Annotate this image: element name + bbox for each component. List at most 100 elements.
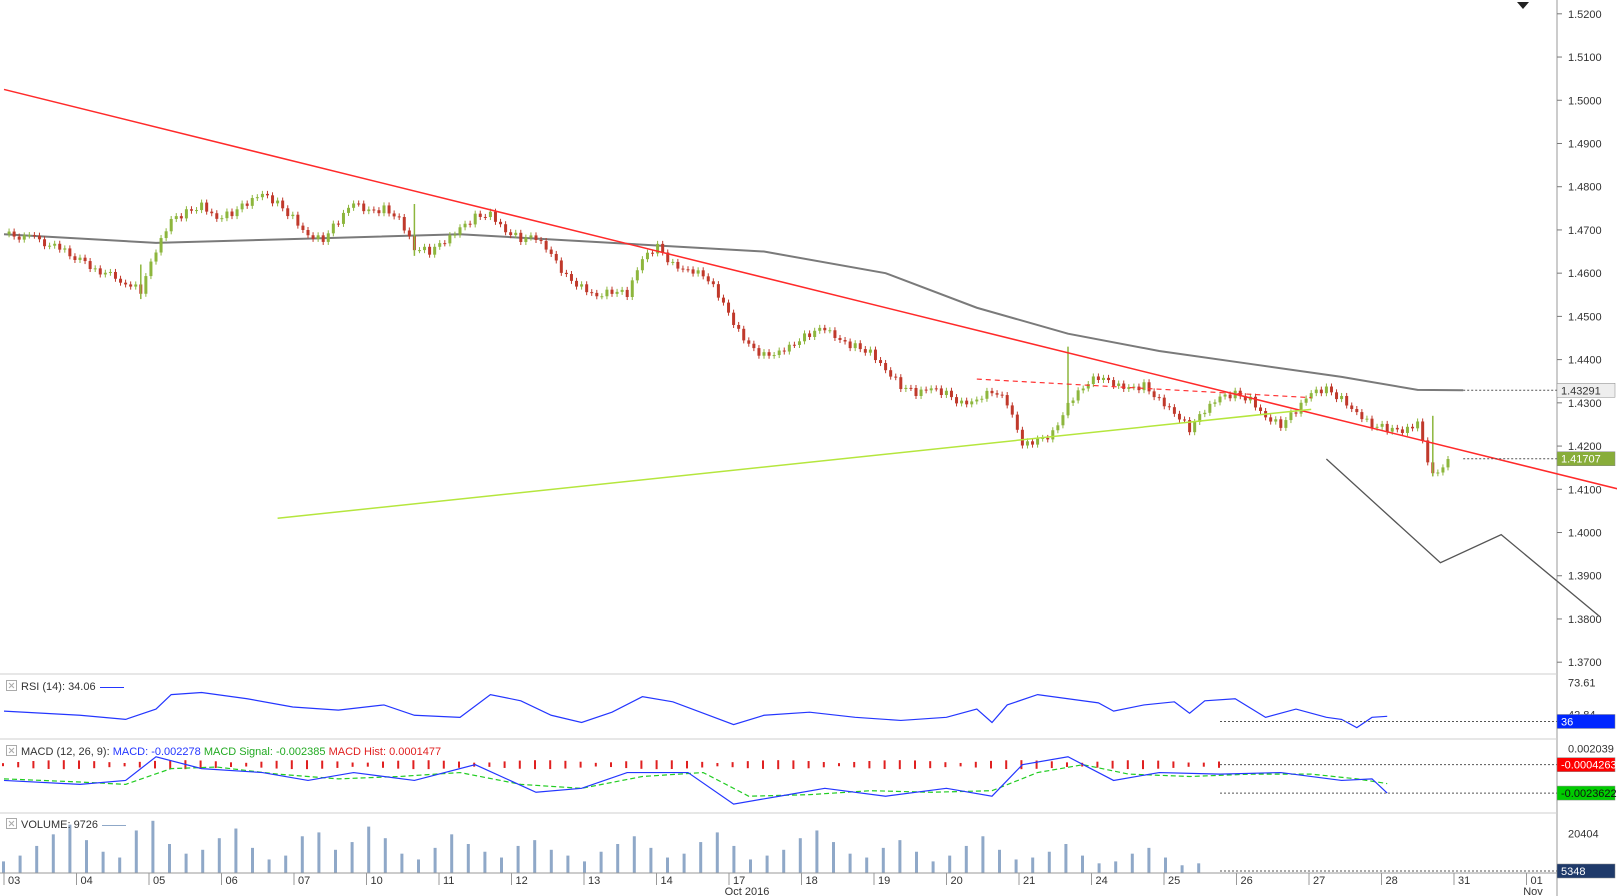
candle-body: [428, 246, 432, 255]
macd-hist-bar: [154, 760, 156, 769]
rsi-current-badge-label: 36: [1561, 716, 1573, 728]
candle-body: [585, 284, 589, 293]
candle-body: [17, 236, 21, 240]
macd-hist-bar: [1005, 760, 1008, 770]
candle-body: [296, 214, 300, 226]
price-tick-label: 1.3700: [1568, 657, 1602, 669]
candle-body: [575, 280, 579, 287]
candle-body: [955, 397, 959, 404]
volume-bar: [998, 849, 1001, 873]
macd-hist-bar: [169, 760, 172, 770]
volume-bar: [1164, 857, 1167, 873]
volume-bar: [1047, 851, 1051, 873]
volume-bar: [300, 836, 304, 873]
macd-hist-bar: [594, 762, 597, 767]
candle-body: [919, 389, 923, 396]
candle-body: [625, 289, 629, 297]
candle-body: [164, 231, 168, 239]
candle-body: [245, 203, 249, 206]
time-tick-label: 12: [516, 875, 528, 887]
macd-hist-bar: [807, 761, 810, 769]
volume-bar: [931, 861, 935, 873]
volume-bar: [251, 847, 254, 873]
time-tick-label: 24: [1096, 875, 1108, 887]
candle-body: [1345, 395, 1349, 406]
macd-hist-bar: [655, 760, 658, 770]
volume-bar: [450, 834, 454, 873]
candle-body: [772, 355, 776, 357]
volume-bar: [184, 853, 188, 873]
macd-hist-bar: [944, 762, 947, 768]
time-tick-label: 07: [298, 875, 310, 887]
candle-body: [696, 270, 700, 274]
candle-body: [868, 349, 872, 353]
candle-body: [651, 252, 655, 254]
candle-body: [1365, 418, 1369, 420]
candle-body: [559, 260, 563, 273]
collapse-pane-icon[interactable]: [6, 745, 17, 756]
candle-body: [341, 212, 345, 224]
candle-body: [367, 209, 371, 212]
candle-body: [372, 209, 376, 211]
candle-body: [924, 389, 928, 391]
candle-body: [1304, 398, 1308, 403]
macd-hist-bar: [518, 760, 521, 769]
candle-body: [1360, 412, 1364, 420]
macd-hist-bar: [488, 762, 491, 767]
macd-hist-bar: [914, 760, 916, 769]
time-tick-label: 06: [226, 875, 238, 887]
macd-hist-bar: [214, 761, 217, 769]
rsi-label: RSI (14): 34.06: [6, 680, 124, 693]
volume-bar: [500, 857, 503, 873]
macd-hist-current-badge: [1556, 757, 1616, 772]
collapse-pane-icon[interactable]: [6, 680, 17, 691]
candle-body: [762, 352, 766, 356]
collapse-pane-icon[interactable]: [6, 818, 17, 829]
candle-body: [635, 270, 639, 281]
candle-body: [336, 223, 340, 225]
macd-hist-bar: [1142, 760, 1144, 770]
volume-bar: [798, 838, 802, 873]
macd-hist-bar: [123, 762, 126, 767]
candle-body: [1142, 382, 1146, 391]
chart-menu-caret-icon[interactable]: [1517, 2, 1529, 9]
macd-hist-bar: [610, 762, 612, 768]
volume-bar: [1197, 863, 1201, 873]
macd-label-macd: MACD: -0.002278: [112, 746, 201, 758]
candle-body: [787, 344, 791, 352]
macd-hist-bar: [199, 760, 202, 769]
candle-body: [22, 235, 26, 240]
candle-body: [58, 243, 62, 250]
macd-hist-bar: [777, 760, 780, 770]
macd-hist-bar: [640, 760, 643, 769]
candle-body: [843, 340, 847, 342]
macd-hist-bar: [442, 760, 445, 769]
macd-tick-label: 0.002039: [1568, 744, 1614, 756]
candle-body: [990, 390, 994, 394]
candle-body: [169, 219, 173, 232]
candle-body: [691, 269, 695, 274]
candle-body: [792, 344, 796, 346]
macd-line: [3, 756, 1388, 805]
rsi-line: [3, 691, 1388, 729]
candle-body: [108, 271, 112, 273]
price-tick-label: 1.4600: [1568, 268, 1602, 280]
volume-bar: [915, 851, 918, 873]
candle-body: [78, 257, 82, 260]
macd-hist-bar: [534, 760, 536, 770]
volume-bar: [649, 847, 653, 873]
candle-body: [595, 292, 599, 297]
macd-hist-bar: [686, 760, 688, 769]
macd-hist-bar: [93, 761, 96, 769]
candle-body: [392, 213, 396, 217]
candle-body: [1380, 423, 1384, 427]
time-tick-label: 27: [1313, 875, 1325, 887]
candle-body: [767, 352, 771, 356]
macd-signal-current-badge-label: -0.0023622: [1561, 788, 1617, 800]
volume-bar: [417, 859, 420, 873]
macd-hist-bar: [1050, 761, 1053, 769]
macd-hist-bar: [47, 760, 50, 769]
candle-body: [113, 271, 117, 279]
time-tick-label: 21: [1023, 875, 1035, 887]
